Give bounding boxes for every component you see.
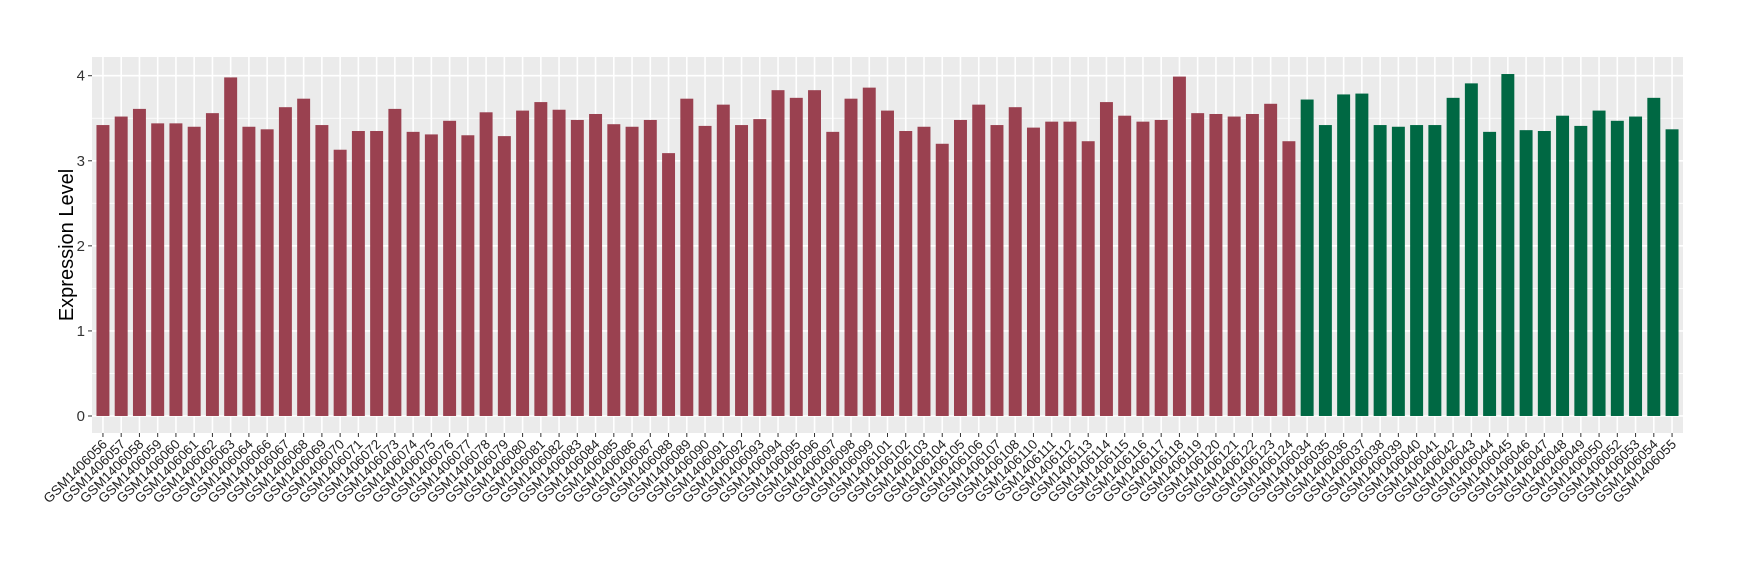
bar-GSM1406049 xyxy=(1574,125,1588,416)
bar-GSM1406080 xyxy=(516,110,530,416)
bar-GSM1406119 xyxy=(1191,113,1205,416)
bar-GSM1406054 xyxy=(1647,97,1661,416)
bar-GSM1406066 xyxy=(260,129,274,416)
bar-GSM1406041 xyxy=(1428,125,1442,416)
bar-GSM1406036 xyxy=(1337,94,1351,416)
bar-GSM1406035 xyxy=(1318,125,1332,416)
bar-GSM1406101 xyxy=(881,110,894,416)
bar-GSM1406053 xyxy=(1629,116,1643,416)
bar-GSM1406085 xyxy=(607,124,621,416)
bar-GSM1406057 xyxy=(114,116,128,416)
bar-GSM1406070 xyxy=(333,149,347,416)
bar-GSM1406039 xyxy=(1391,126,1405,416)
bar-GSM1406103 xyxy=(917,126,931,416)
bar-GSM1406117 xyxy=(1154,119,1168,416)
y-tick-label: 3 xyxy=(77,153,85,170)
bar-GSM1406124 xyxy=(1282,141,1296,416)
bar-GSM1406069 xyxy=(315,125,329,416)
bar-GSM1406059 xyxy=(151,123,165,416)
bar-GSM1406116 xyxy=(1136,121,1150,416)
bar-GSM1406112 xyxy=(1063,121,1077,416)
bar-GSM1406064 xyxy=(242,126,256,416)
bar-GSM1406093 xyxy=(753,119,767,416)
bar-GSM1406047 xyxy=(1537,131,1551,416)
bar-GSM1406108 xyxy=(1008,107,1022,416)
bar-GSM1406067 xyxy=(278,107,292,416)
bar-GSM1406082 xyxy=(552,109,566,416)
bar-GSM1406102 xyxy=(899,131,913,416)
bar-GSM1406042 xyxy=(1446,97,1460,416)
bar-GSM1406044 xyxy=(1483,131,1497,416)
bar-GSM1406072 xyxy=(370,131,384,416)
bar-GSM1406071 xyxy=(351,131,365,416)
bar-GSM1406058 xyxy=(132,108,146,416)
bar-GSM1406034 xyxy=(1300,99,1314,416)
bar-GSM1406104 xyxy=(935,143,949,416)
bar-GSM1406121 xyxy=(1227,116,1241,416)
bar-GSM1406095 xyxy=(789,97,803,416)
y-axis-label: Expression Level xyxy=(56,169,78,321)
bar-GSM1406045 xyxy=(1501,74,1515,416)
bar-GSM1406113 xyxy=(1081,141,1095,416)
bar-GSM1406105 xyxy=(954,119,967,416)
y-tick-label: 2 xyxy=(77,238,85,255)
bar-GSM1406088 xyxy=(662,153,676,416)
bars xyxy=(96,74,1679,416)
bar-GSM1406063 xyxy=(224,77,238,416)
bar-GSM1406081 xyxy=(534,102,548,416)
bar-GSM1406074 xyxy=(406,131,420,416)
bar-GSM1406076 xyxy=(443,120,457,416)
bar-GSM1406092 xyxy=(735,125,749,416)
bar-GSM1406073 xyxy=(388,108,402,416)
bar-GSM1406056 xyxy=(96,125,110,416)
bar-GSM1406046 xyxy=(1519,130,1533,416)
bar-GSM1406077 xyxy=(461,135,475,416)
bar-GSM1406043 xyxy=(1464,83,1478,416)
bar-GSM1406060 xyxy=(169,123,183,416)
x-axis: GSM1406056GSM1406057GSM1406058GSM1406059… xyxy=(41,433,1679,506)
bar-GSM1406062 xyxy=(205,113,219,416)
bar-GSM1406061 xyxy=(187,126,201,416)
y-tick-label: 0 xyxy=(77,408,85,425)
y-axis: 0 1 2 3 4 xyxy=(77,68,92,425)
bar-GSM1406075 xyxy=(424,134,438,416)
bar-GSM1406089 xyxy=(680,98,694,416)
bar-GSM1406099 xyxy=(862,87,876,416)
bar-GSM1406086 xyxy=(625,126,639,416)
bar-GSM1406078 xyxy=(479,112,493,416)
bar-GSM1406055 xyxy=(1665,129,1679,416)
bar-GSM1406084 xyxy=(589,113,603,416)
bar-GSM1406052 xyxy=(1610,120,1624,416)
bar-GSM1406091 xyxy=(716,104,730,416)
bar-GSM1406120 xyxy=(1209,113,1223,416)
bar-GSM1406083 xyxy=(570,119,584,416)
y-tick-label: 1 xyxy=(77,323,85,340)
bar-GSM1406068 xyxy=(297,98,311,416)
bar-GSM1406111 xyxy=(1045,121,1059,416)
bar-GSM1406122 xyxy=(1245,113,1259,416)
bar-GSM1406118 xyxy=(1172,76,1186,416)
bar-GSM1406114 xyxy=(1099,102,1113,416)
bar-GSM1406048 xyxy=(1556,115,1570,416)
bar-GSM1406079 xyxy=(497,136,511,416)
bar-GSM1406110 xyxy=(1026,127,1040,416)
bar-GSM1406096 xyxy=(808,90,821,416)
bar-GSM1406097 xyxy=(826,131,840,416)
bar-GSM1406087 xyxy=(643,119,657,416)
bar-GSM1406094 xyxy=(771,90,785,416)
bar-GSM1406123 xyxy=(1264,103,1278,416)
bar-GSM1406106 xyxy=(972,104,986,416)
bar-GSM1406098 xyxy=(844,98,858,416)
bar-GSM1406107 xyxy=(990,125,1004,416)
bar-GSM1406040 xyxy=(1410,125,1424,416)
bar-GSM1406115 xyxy=(1118,115,1132,416)
bar-GSM1406038 xyxy=(1373,125,1387,416)
bar-GSM1406050 xyxy=(1592,110,1606,416)
bar-GSM1406037 xyxy=(1355,93,1369,416)
bar-GSM1406090 xyxy=(698,125,712,416)
y-tick-label: 4 xyxy=(77,68,85,85)
